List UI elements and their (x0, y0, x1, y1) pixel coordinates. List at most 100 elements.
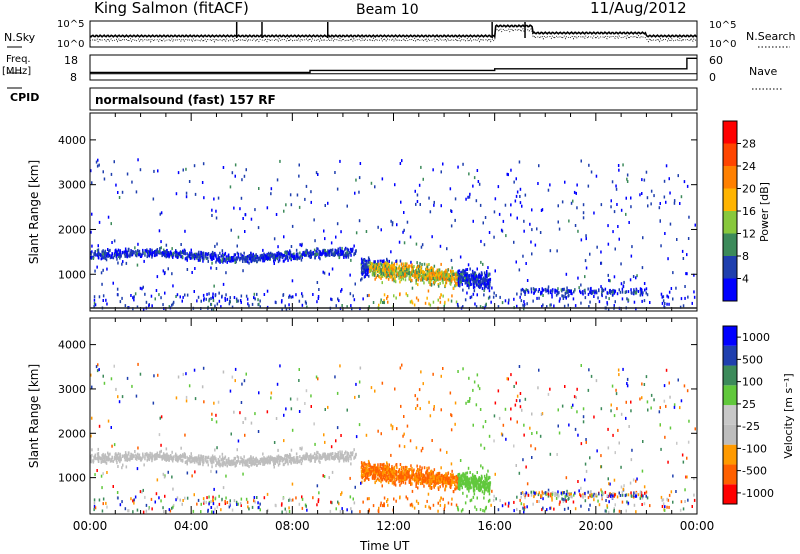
data-cell (117, 293, 119, 297)
data-cell (268, 253, 270, 257)
data-cell (249, 461, 251, 464)
data-cell (108, 249, 110, 253)
data-cell (218, 259, 220, 263)
data-cell (451, 469, 453, 473)
data-cell (314, 239, 316, 243)
data-cell (417, 471, 420, 475)
data-cell (407, 272, 410, 276)
data-cell (518, 160, 521, 164)
colorbar-tick-label: 20 (742, 183, 756, 196)
data-cell (534, 243, 537, 247)
data-cell (163, 475, 166, 479)
data-cell (521, 287, 524, 291)
data-cell (444, 278, 446, 281)
data-cell (345, 457, 347, 460)
data-cell (136, 254, 138, 258)
data-cell (197, 295, 200, 299)
data-cell (378, 303, 380, 307)
data-cell (373, 263, 376, 267)
data-cell (347, 255, 350, 259)
data-cell (606, 291, 608, 295)
data-cell (627, 290, 630, 294)
data-cell (164, 494, 166, 498)
data-cell (494, 401, 497, 405)
data-cell (163, 252, 165, 256)
data-cell (550, 289, 552, 293)
data-cell (107, 251, 110, 255)
data-cell (466, 291, 468, 295)
data-cell (305, 301, 307, 305)
data-cell (439, 300, 442, 304)
data-cell (422, 382, 424, 386)
data-cell (613, 304, 615, 308)
data-cell (226, 260, 228, 264)
data-cell (252, 456, 254, 460)
data-cell (439, 272, 441, 276)
data-cell (262, 256, 265, 260)
data-cell (609, 279, 611, 283)
data-cell (533, 288, 535, 292)
data-cell (284, 251, 286, 255)
data-cell (401, 275, 403, 279)
data-cell (265, 457, 267, 461)
data-cell (295, 452, 298, 456)
data-cell (172, 300, 175, 304)
data-cell (510, 373, 512, 377)
data-cell (160, 415, 163, 419)
data-cell (343, 256, 345, 259)
data-cell (478, 272, 480, 276)
data-cell (613, 414, 616, 418)
data-cell (433, 264, 436, 268)
data-cell (218, 299, 221, 303)
data-cell (266, 256, 269, 260)
data-cell (478, 280, 481, 284)
data-cell (172, 302, 174, 306)
data-cell (242, 269, 244, 273)
data-cell (452, 490, 455, 494)
data-cell (180, 454, 183, 458)
data-cell (374, 263, 377, 267)
data-cell (124, 247, 127, 251)
data-cell (494, 197, 497, 201)
data-cell (400, 262, 403, 266)
data-cell (380, 272, 383, 275)
data-cell (291, 279, 294, 283)
data-cell (362, 258, 364, 262)
data-cell (450, 428, 453, 432)
data-cell (346, 451, 349, 455)
data-cell (549, 291, 552, 295)
data-cell (137, 158, 139, 162)
data-cell (508, 298, 510, 302)
data-cell (182, 295, 184, 299)
data-cell (401, 363, 403, 367)
data-cell (251, 257, 254, 261)
data-cell (627, 298, 630, 302)
data-cell (124, 250, 127, 253)
data-cell (336, 187, 339, 191)
data-cell (456, 278, 458, 282)
data-cell (314, 253, 316, 257)
data-cell (322, 453, 324, 457)
data-cell (402, 266, 404, 269)
data-cell (203, 458, 205, 462)
data-cell (691, 301, 693, 305)
data-cell (96, 265, 98, 269)
data-cell (429, 414, 432, 418)
data-cell (420, 278, 422, 281)
data-cell (574, 224, 577, 227)
data-cell (336, 222, 339, 226)
data-cell (90, 252, 92, 256)
data-cell (426, 268, 429, 272)
data-cell (480, 239, 482, 243)
data-cell (184, 229, 186, 233)
data-cell (245, 463, 247, 467)
data-cell (422, 270, 425, 274)
data-cell (228, 257, 230, 261)
data-cell (363, 258, 365, 262)
data-cell (95, 365, 98, 369)
data-cell (668, 493, 671, 497)
data-cell (336, 426, 339, 430)
data-cell (466, 479, 468, 483)
data-cell (287, 252, 290, 256)
data-cell (112, 256, 115, 260)
